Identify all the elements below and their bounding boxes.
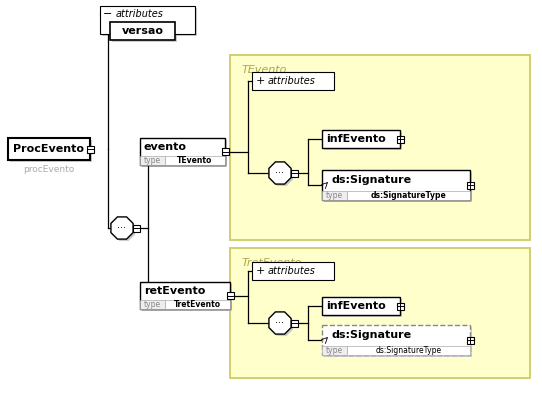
Bar [322,297,400,315]
Bar [230,55,530,240]
Polygon shape [269,312,291,334]
Bar [467,336,474,343]
Text: TretEvento: TretEvento [242,258,302,268]
Bar [291,320,298,326]
Polygon shape [111,217,133,239]
Bar [322,170,470,200]
Bar [291,170,298,176]
Text: type: type [144,300,161,309]
Bar [324,172,472,202]
Bar [324,299,402,317]
Text: TretEvento: TretEvento [174,300,221,309]
Text: evento: evento [144,142,187,152]
Bar [142,140,227,167]
Text: −: − [104,9,113,19]
Bar [110,22,175,40]
Text: TEvento: TEvento [177,156,212,165]
Bar [322,346,347,355]
Bar [165,300,230,309]
Bar [10,140,92,162]
Bar [324,132,402,150]
Bar [140,282,230,309]
Polygon shape [269,162,291,184]
Bar [322,130,400,148]
Bar [227,292,234,299]
Bar [100,6,195,34]
Text: type: type [326,191,343,200]
Bar [132,224,139,232]
Text: type: type [144,156,161,165]
Bar [230,248,530,378]
Text: +: + [255,76,264,86]
Bar [322,325,470,355]
Bar [112,24,177,42]
Bar [467,181,474,189]
Text: infEvento: infEvento [326,301,386,311]
Text: procEvento: procEvento [23,165,75,174]
Polygon shape [271,314,293,336]
Text: retEvento: retEvento [144,286,205,296]
Text: ds:SignatureType: ds:SignatureType [371,191,447,200]
Bar [8,138,90,160]
Text: +: + [255,266,264,276]
Text: ProcEvento: ProcEvento [14,144,85,154]
Bar [347,191,470,200]
Bar [140,138,225,165]
Bar [102,8,197,36]
Text: ···: ··· [118,223,126,233]
Polygon shape [113,219,135,241]
Text: attributes: attributes [116,9,164,19]
Text: attributes: attributes [268,266,316,276]
Text: attributes: attributes [268,76,316,86]
Bar [324,327,472,357]
Text: type: type [326,346,343,355]
Bar [222,148,229,155]
Bar [142,284,232,311]
Bar [87,146,94,152]
Text: ···: ··· [275,318,285,328]
Bar [397,302,403,310]
Bar [347,346,470,355]
Bar [165,156,225,165]
Text: ds:SignatureType: ds:SignatureType [376,346,442,355]
Bar [140,300,165,309]
Text: versao: versao [121,26,164,36]
Bar [140,156,165,165]
Text: ds:Signature: ds:Signature [332,330,412,340]
Text: TEvento: TEvento [242,65,287,75]
Text: ds:Signature: ds:Signature [332,175,412,185]
Polygon shape [271,164,293,186]
Bar [397,135,403,142]
Text: infEvento: infEvento [326,134,386,144]
Text: ···: ··· [275,168,285,178]
Bar [252,262,334,280]
Bar [252,72,334,90]
Bar [322,191,347,200]
